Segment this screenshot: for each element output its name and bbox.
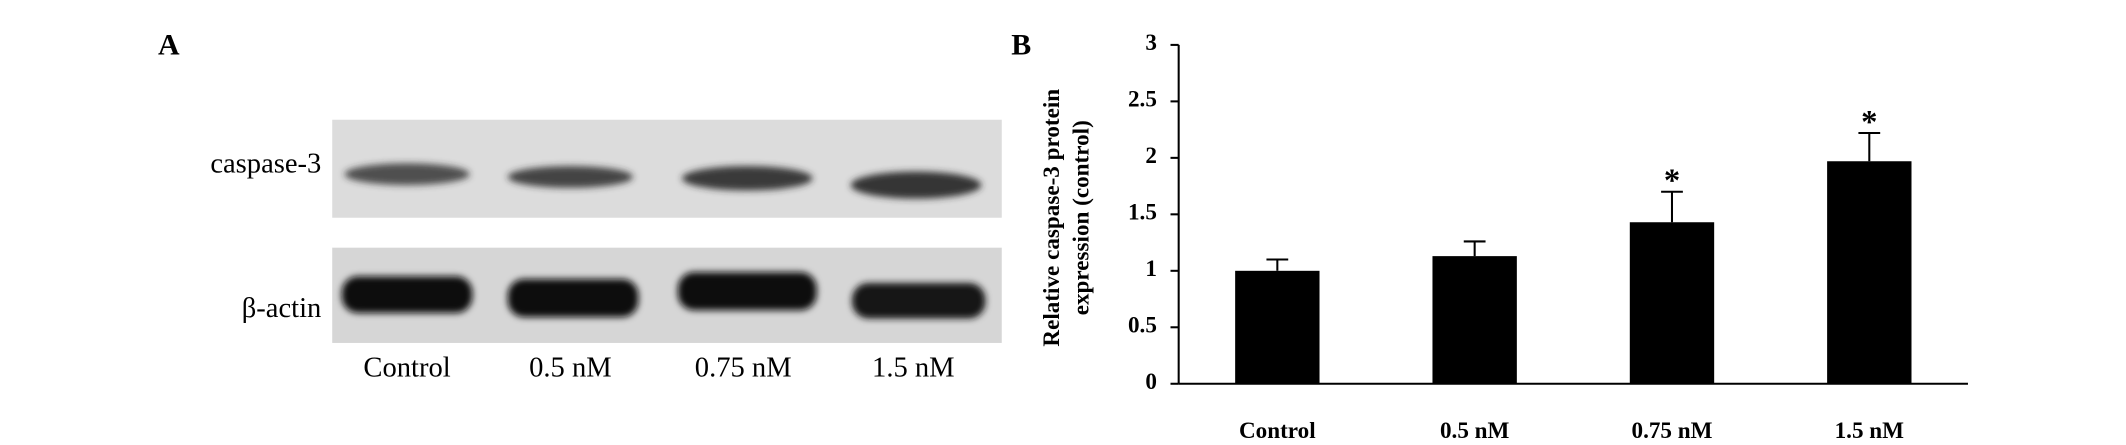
panel-label: B xyxy=(1011,29,1031,62)
error-bar xyxy=(1266,258,1289,271)
row-label: caspase-3 xyxy=(210,149,321,180)
lane-label: Control xyxy=(363,353,450,384)
row-label: β-actin xyxy=(242,293,322,324)
x-tick-label: Control xyxy=(1239,418,1316,444)
band xyxy=(681,166,813,191)
bar xyxy=(1827,161,1912,384)
bar xyxy=(1432,256,1517,384)
y-tick-label: 1 xyxy=(1145,256,1157,282)
y-tick-label: 2 xyxy=(1145,143,1157,169)
band xyxy=(344,163,470,186)
lane-label: 0.5 nM xyxy=(529,353,612,384)
y-axis-label: Relative caspase-3 protein xyxy=(1039,89,1065,347)
western-blot: caspase-3 β-actin Control 0.5 nM 0.75 nM… xyxy=(210,119,1002,384)
bar xyxy=(1629,222,1715,384)
significance-mark: * xyxy=(1861,104,1877,140)
panel-label: A xyxy=(158,29,180,62)
band xyxy=(507,278,639,318)
lane-label: 0.75 nM xyxy=(695,353,792,384)
band xyxy=(507,166,633,188)
bar xyxy=(1235,270,1320,384)
error-bar xyxy=(1661,190,1683,223)
x-tick-label: 1.5 nM xyxy=(1835,418,1905,444)
y-tick-label: 3 xyxy=(1145,30,1157,56)
y-tick-label: 2.5 xyxy=(1128,87,1157,113)
x-tick-label: 0.75 nM xyxy=(1632,418,1713,444)
band xyxy=(341,276,473,313)
error-bar xyxy=(1463,240,1486,257)
lane-label: 1.5 nM xyxy=(872,353,955,384)
y-tick-label: 0.5 xyxy=(1128,313,1157,339)
band xyxy=(677,272,817,311)
y-tick-label: 0 xyxy=(1145,369,1157,395)
band xyxy=(852,283,986,319)
error-bar xyxy=(1858,131,1881,162)
y-tick-label: 1.5 xyxy=(1128,200,1157,226)
y-axis-label: expression (control) xyxy=(1069,120,1095,315)
x-tick-label: 0.5 nM xyxy=(1440,418,1510,444)
band xyxy=(850,171,982,199)
significance-mark: * xyxy=(1664,163,1680,199)
